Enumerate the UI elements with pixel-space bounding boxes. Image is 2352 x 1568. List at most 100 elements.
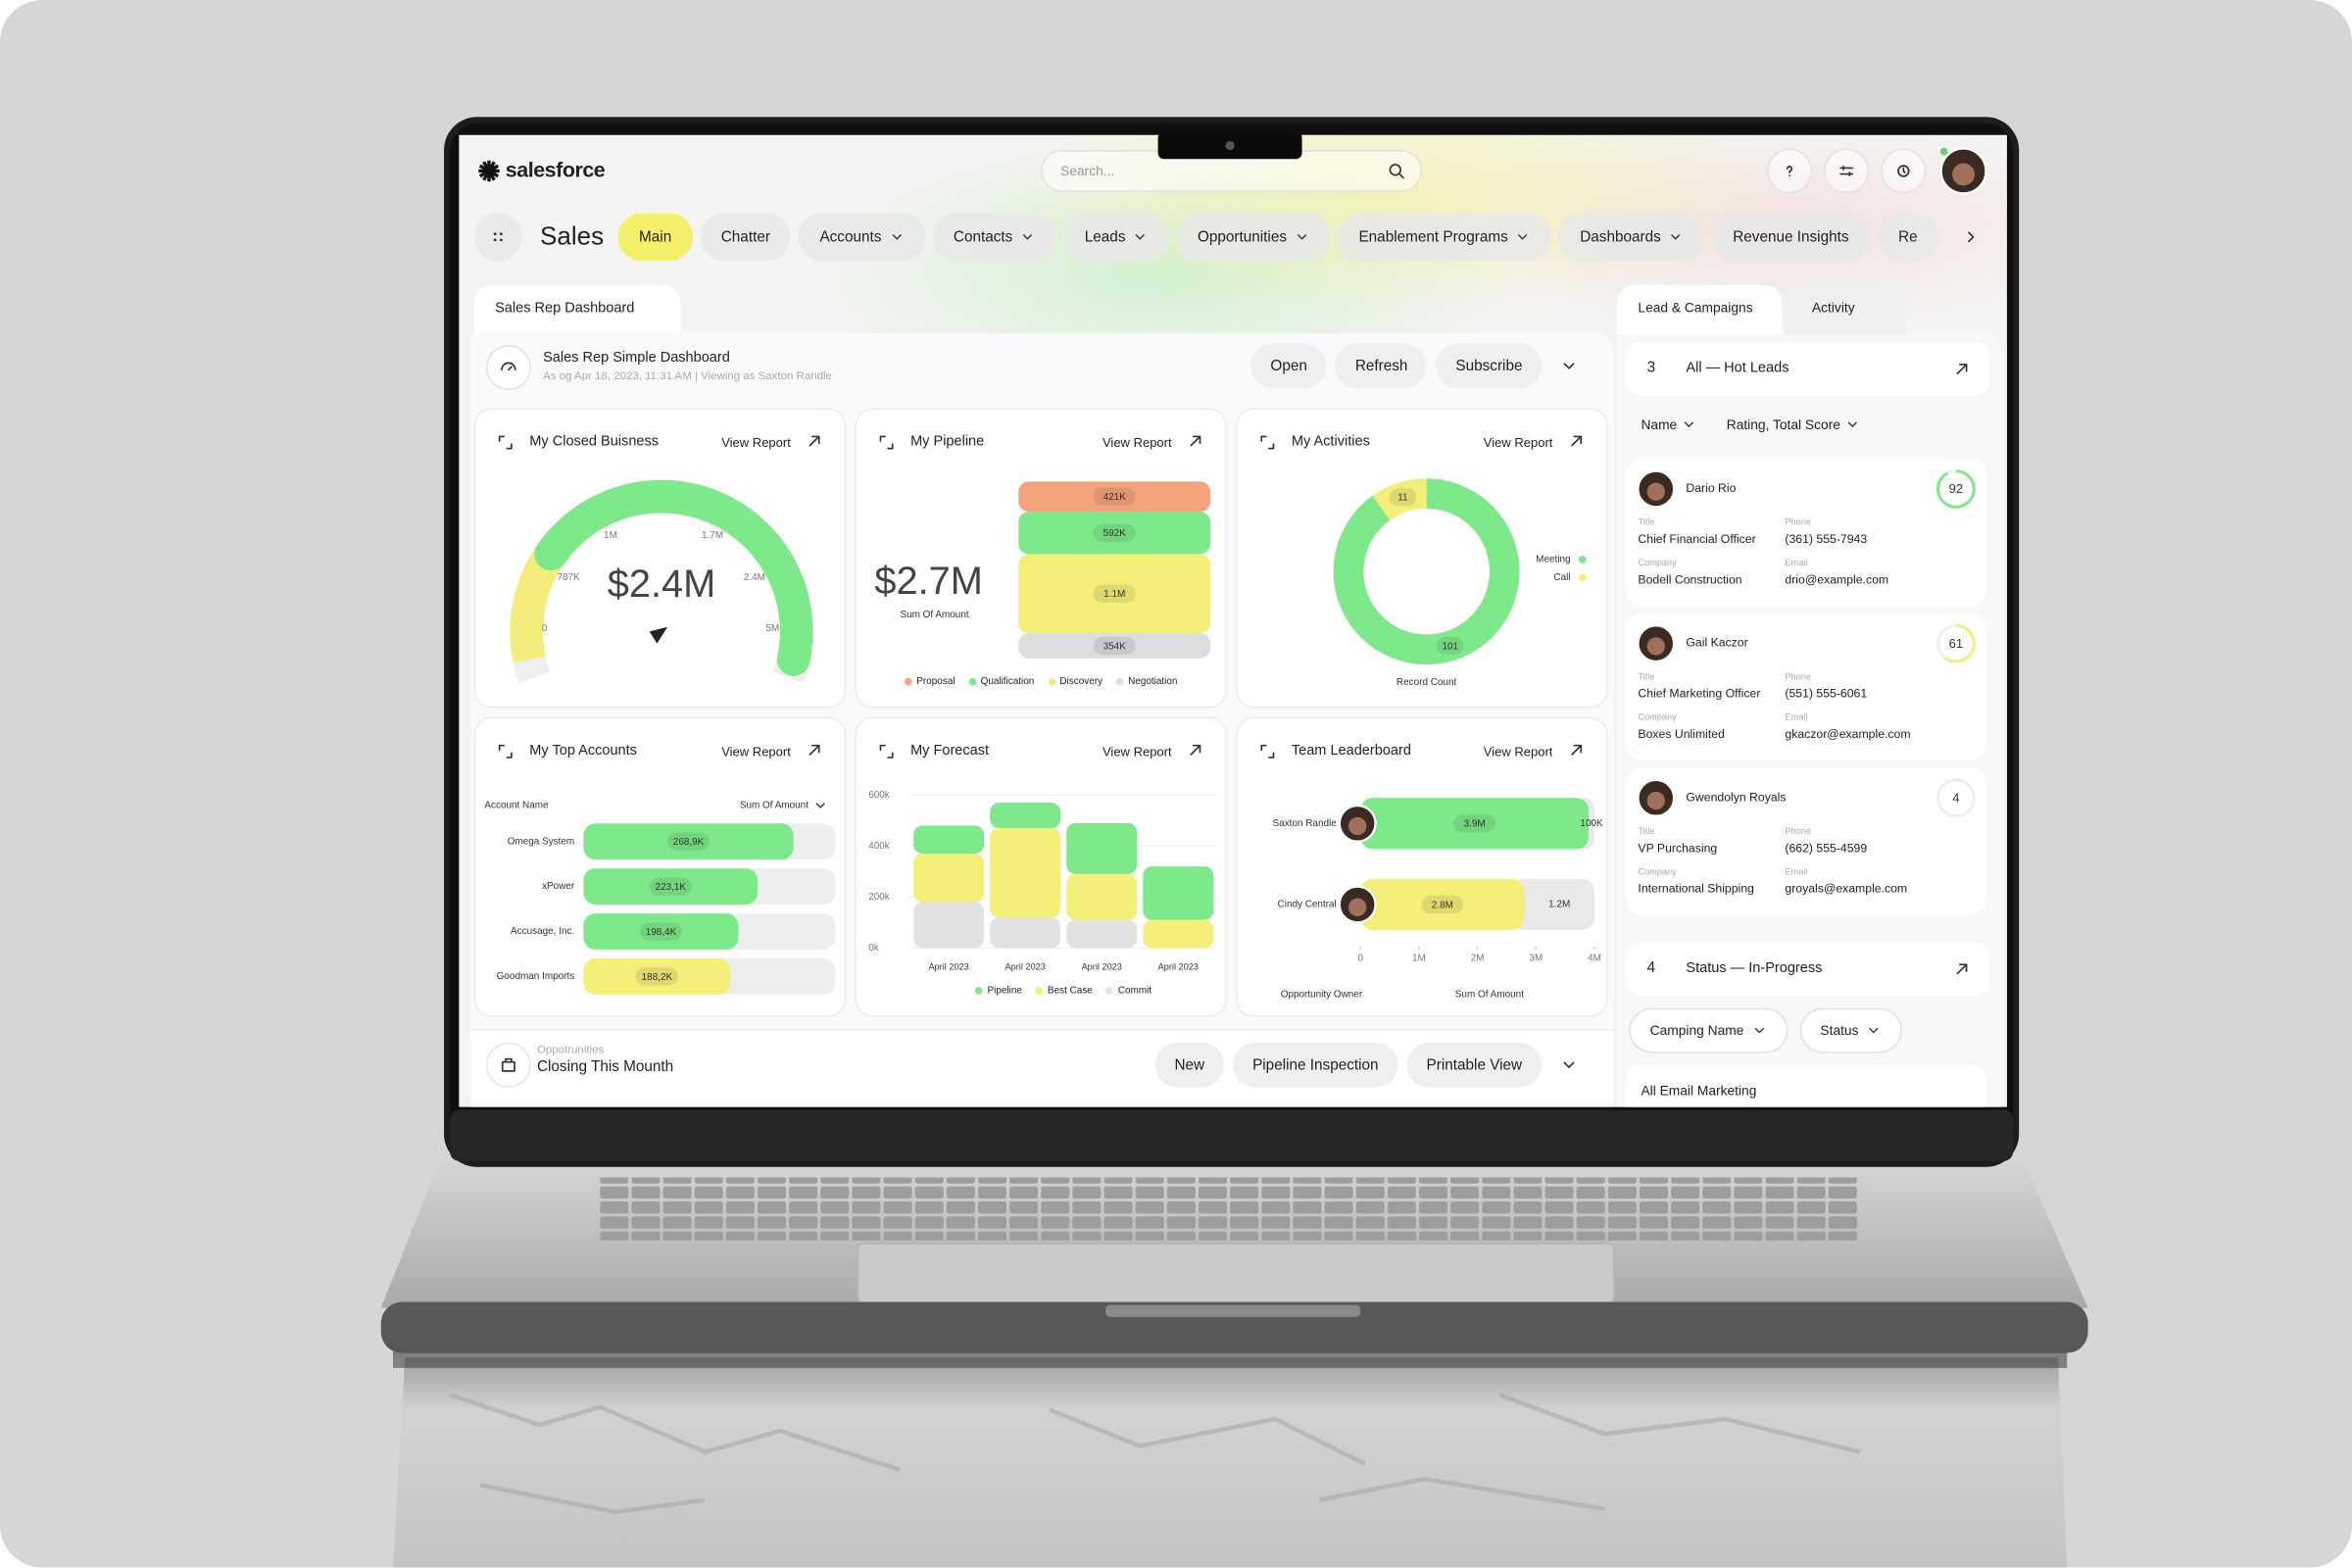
dashboard-tab[interactable]: Sales Rep Dashboard — [473, 284, 681, 335]
icon-path — [1260, 744, 1275, 759]
icon-path — [1136, 234, 1146, 240]
view-report-link[interactable]: View Report — [1483, 434, 1553, 451]
field-label: Phone — [1785, 673, 1811, 683]
nav-item[interactable]: Dashboards — [1558, 213, 1705, 262]
icon — [1968, 231, 1975, 243]
view-report-link[interactable]: View Report — [1102, 434, 1172, 451]
forecast-bar — [913, 854, 985, 903]
lead-card[interactable]: 4 Gwendolyn Royals Title VP Purchasing Phone… — [1626, 767, 1986, 915]
icon-path — [1563, 363, 1575, 369]
legend-item: Commit — [1105, 986, 1152, 996]
button-label: Subscribe — [1455, 358, 1523, 374]
icon — [879, 744, 894, 759]
dashboard-actions: Open Refresh Subscribe — [1250, 343, 1579, 389]
nav-item[interactable]: Leads — [1063, 213, 1169, 262]
icon-path — [498, 744, 513, 759]
field-value: Boxes Unlimited — [1638, 727, 1725, 742]
widget-card: 101 Meeting 11 Call Record Count My Activitie… — [1236, 408, 1608, 709]
view-report-link[interactable]: View Report — [1483, 744, 1553, 760]
filter[interactable]: Rating, Total Score — [1727, 417, 1860, 432]
nav-item[interactable]: Opportunities — [1176, 213, 1331, 262]
view-report-link[interactable]: View Report — [1102, 744, 1172, 760]
icon — [1563, 363, 1575, 369]
view-report-link[interactable]: View Report — [721, 434, 791, 451]
field-label: Title — [1638, 518, 1655, 528]
icon-path — [1754, 1027, 1764, 1034]
icon — [1563, 1061, 1575, 1068]
icon-button[interactable] — [1767, 148, 1812, 194]
pill-button[interactable]: Open — [1250, 343, 1327, 389]
pill-button[interactable]: Status — [1799, 1007, 1902, 1054]
y-tick-label: 200k — [868, 892, 890, 903]
legend-label: Best Case — [1047, 985, 1093, 997]
legend-label: Discovery — [1059, 676, 1103, 688]
field-label: Company — [1638, 713, 1677, 723]
avatar-face — [1348, 816, 1367, 836]
y-tick-label: 0k — [868, 943, 879, 954]
widget-card: Account Name Sum Of Amount Omega System 268… — [473, 716, 847, 1017]
side-tab[interactable]: Lead & Campaigns — [1616, 284, 1783, 335]
pill-button[interactable]: Printable View — [1406, 1042, 1543, 1088]
legend-swatch — [1105, 987, 1114, 995]
value-label: 2.8M — [1432, 900, 1453, 910]
pill-button[interactable]: New — [1154, 1042, 1224, 1088]
gauge-scale-label: 0 — [542, 623, 548, 634]
owner-name: Cindy Central — [1278, 900, 1337, 910]
lead-card[interactable]: 92 Dario Rio Title Chief Financial Officer P… — [1626, 459, 1986, 607]
value-badge — [1436, 636, 1464, 656]
nav-item[interactable]: Revenue Insights — [1711, 213, 1870, 262]
side-tab[interactable]: Activity — [1785, 284, 1905, 335]
remainder-bar — [1512, 878, 1595, 930]
account-bar — [583, 958, 731, 995]
opportunities-icon — [485, 1042, 531, 1088]
field-value: (551) 555-6061 — [1785, 687, 1868, 701]
icon-button[interactable] — [1824, 148, 1870, 194]
account-name: Omega System — [508, 836, 574, 847]
field-value: (662) 555-4599 — [1785, 841, 1868, 856]
nav-item[interactable]: Re — [1877, 213, 1939, 262]
pill-button[interactable]: Refresh — [1335, 343, 1428, 389]
icon-button[interactable] — [1881, 148, 1927, 194]
pipeline-total: $2.7M — [874, 560, 983, 603]
forecast-bar — [990, 917, 1061, 949]
list-item[interactable]: All Email Marketing — [1626, 1064, 1986, 1107]
nav-item[interactable]: Chatter — [700, 213, 792, 262]
value-label: 223,1K — [656, 882, 687, 893]
account-name: Accusage, Inc. — [511, 926, 574, 937]
icon-path — [879, 435, 894, 450]
value-label: 592K — [1103, 528, 1127, 539]
apps-button[interactable] — [473, 213, 522, 262]
legend-item: Best Case — [1035, 985, 1093, 997]
nav-item[interactable]: Contacts — [932, 213, 1056, 262]
avatar-face — [1952, 163, 1976, 186]
icon-path — [1190, 435, 1201, 447]
nav-item[interactable]: Enablement Programs — [1338, 213, 1552, 262]
pill-button[interactable]: Pipeline Inspection — [1233, 1042, 1398, 1088]
filter[interactable]: Name — [1641, 417, 1696, 432]
logo-ray — [482, 161, 496, 181]
pill-button[interactable]: Camping Name — [1629, 1007, 1788, 1054]
user-avatar — [1939, 147, 1987, 195]
nav-item[interactable]: Main — [617, 213, 693, 262]
value-badge — [1093, 584, 1136, 603]
search-placeholder: Search... — [1060, 163, 1115, 179]
screen: salesforce Search... Sales Main Chatter Accou… — [459, 134, 2007, 1107]
value-label: 101 — [1442, 641, 1458, 652]
account-name: xPower — [542, 881, 575, 892]
score-track — [1936, 778, 1976, 818]
view-report-link[interactable]: View Report — [721, 744, 791, 760]
nav-item[interactable]: Accounts — [799, 213, 925, 262]
lead-name: Gwendolyn Royals — [1686, 790, 1787, 805]
icon — [493, 232, 503, 242]
value-label: 268,9K — [673, 837, 705, 848]
widget-card: 600k 400k 200k 0k April 2023 April 2023 April … — [855, 716, 1228, 1017]
search-box[interactable]: Search... — [1041, 150, 1423, 192]
icon-path — [501, 1057, 515, 1072]
icon-path — [493, 232, 503, 242]
pill-button[interactable]: Subscribe — [1436, 343, 1543, 389]
forecast-bar — [1143, 866, 1214, 920]
lead-card[interactable]: 61 Gail Kaczor Title Chief Marketing Office… — [1626, 613, 1986, 761]
icon — [1571, 744, 1583, 756]
value-label: 421K — [1103, 492, 1127, 503]
